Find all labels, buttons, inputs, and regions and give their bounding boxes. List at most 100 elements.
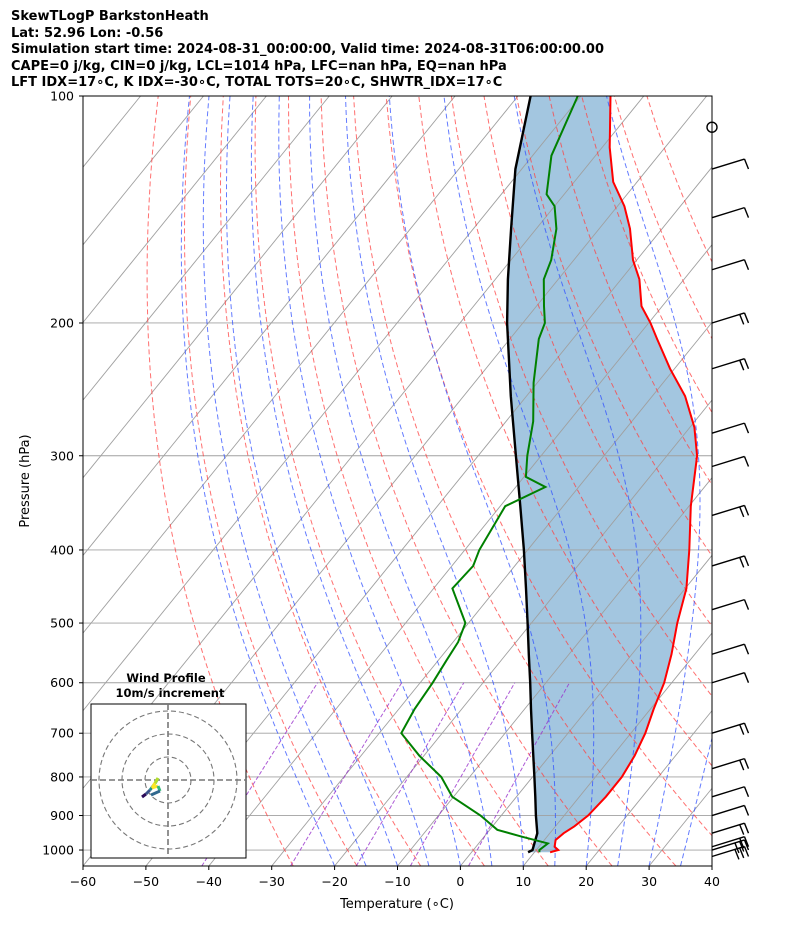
wind-barb-flag (743, 786, 750, 798)
indices-line: LFT IDX=17∘C, K IDX=-30∘C, TOTAL TOTS=20… (11, 75, 503, 90)
wind-barb-staff (711, 206, 745, 219)
chart-title: SkewTLogP BarkstonHeath (11, 9, 209, 24)
isotherm-line (0, 96, 78, 866)
wind-barb-flag (739, 314, 745, 325)
wind-barb-flag (743, 207, 750, 218)
wind-barb-staff (711, 643, 745, 655)
moist-adiabat (180, 96, 336, 866)
wind-barb-flag (743, 643, 750, 655)
moist-adiabat (388, 96, 556, 866)
wind-barb-flag (743, 555, 750, 567)
wind-barb-staff (711, 836, 745, 848)
moist-adiabat (250, 96, 430, 866)
moist-adiabat (226, 96, 398, 866)
y-tick-label: 600 (50, 675, 74, 690)
wind-barb-flag (743, 599, 750, 610)
x-tick-label: 0 (456, 874, 464, 889)
wind-barb-staff (711, 822, 745, 834)
dewpoint-line (400, 96, 579, 853)
wind-barbs-layer (706, 121, 750, 860)
wind-barb-staff (711, 722, 745, 734)
wind-profile-segment (156, 785, 162, 792)
y-tick-label: 100 (50, 89, 74, 104)
wind-barb-flag (743, 422, 750, 434)
wind-barb-staff (711, 598, 745, 611)
wind-barb-staff (711, 158, 745, 170)
wind-profile-segment (153, 777, 160, 784)
x-tick-label: −40 (196, 874, 222, 889)
y-axis-label: Pressure (hPa) (18, 434, 33, 527)
profile-layer (400, 96, 699, 854)
x-tick-label: 10 (515, 874, 531, 889)
wind-barb-staff (711, 845, 745, 858)
cape-area (507, 96, 698, 853)
inset-subtitle: 10m/s increment (116, 686, 225, 700)
cape-line: CAPE=0 j/kg, CIN=0 j/kg, LCL=1014 hPa, L… (11, 58, 507, 74)
isotherm-line (145, 166, 712, 866)
isotherm-line (522, 632, 712, 866)
y-tick-label: 200 (50, 315, 74, 330)
isotherm-line (585, 709, 712, 866)
isotherm-line (83, 96, 393, 479)
isotherm-line (83, 96, 456, 557)
mixing-ratio-line (468, 682, 570, 866)
wind-profile-segment (144, 788, 152, 796)
wind-barb-flag (739, 847, 745, 859)
dry-adiabat (288, 96, 549, 866)
x-tick-label: −50 (133, 874, 159, 889)
wind-profile-segment (151, 784, 159, 790)
wind-barb-staff (711, 358, 745, 370)
isotherm-line (208, 244, 712, 866)
wind-barb-staff (711, 672, 745, 684)
y-tick-label: 300 (50, 448, 74, 463)
moist-adiabat (513, 96, 642, 866)
dry-adiabat (254, 96, 485, 866)
wind-barb-flag (739, 557, 745, 568)
x-axis-label: Temperature (∘C) (339, 897, 454, 912)
time-line: Simulation start time: 2024-08-31_00:00:… (11, 42, 604, 57)
isotherm-line (460, 554, 712, 866)
y-tick-label: 900 (50, 808, 74, 823)
wind-barb-flag (743, 672, 750, 683)
x-tick-label: 30 (641, 874, 657, 889)
moist-adiabat (278, 96, 461, 866)
wind-barb-staff (711, 804, 745, 817)
y-tick-label: 1000 (42, 843, 74, 858)
moist-adiabat (711, 864, 712, 866)
x-tick-label: 40 (704, 874, 720, 889)
dry-adiabat (385, 96, 712, 837)
wind-barb-flag (739, 724, 745, 735)
wind-barb-staff (711, 839, 745, 851)
temperature-line (549, 96, 699, 854)
dry-adiabat (450, 96, 712, 697)
isotherm-line (83, 96, 519, 634)
wind-barb-flag (743, 158, 750, 170)
isotherm-line (83, 96, 330, 401)
moist-adiabat (345, 96, 524, 866)
x-tick-label: 20 (578, 874, 594, 889)
wind-barb-flag (743, 836, 750, 847)
isotherm-line (83, 96, 267, 324)
wind-barb-flag (743, 758, 750, 769)
isotherm-line (775, 96, 794, 866)
y-tick-label: 800 (50, 769, 74, 784)
dry-adiabat (219, 96, 422, 866)
y-tick-label: 500 (50, 616, 74, 631)
moist-adiabat (606, 96, 701, 866)
wind-barb-flag (739, 841, 745, 852)
dry-adiabat (320, 96, 613, 866)
wind-barb-staff (711, 312, 745, 324)
dry-adiabat (183, 96, 358, 866)
mixing-ratio-line (201, 682, 319, 866)
x-tick-label: −10 (384, 874, 410, 889)
dry-adiabat (146, 96, 294, 866)
axis-ticks-layer: −60 −50 −40 −30 −20 −10 0 10 20 30 40 100 200 300 400 5… (42, 89, 720, 890)
wind-barb-flag (734, 849, 740, 860)
mixing-ratio-line (290, 682, 403, 866)
x-tick-label: −30 (259, 874, 285, 889)
wind-barb-flag (739, 759, 745, 771)
wind-barb-flag (743, 839, 750, 851)
wind-barb-flag (739, 837, 745, 849)
wind-barb-flag (743, 822, 750, 834)
dry-adiabat (418, 96, 712, 767)
